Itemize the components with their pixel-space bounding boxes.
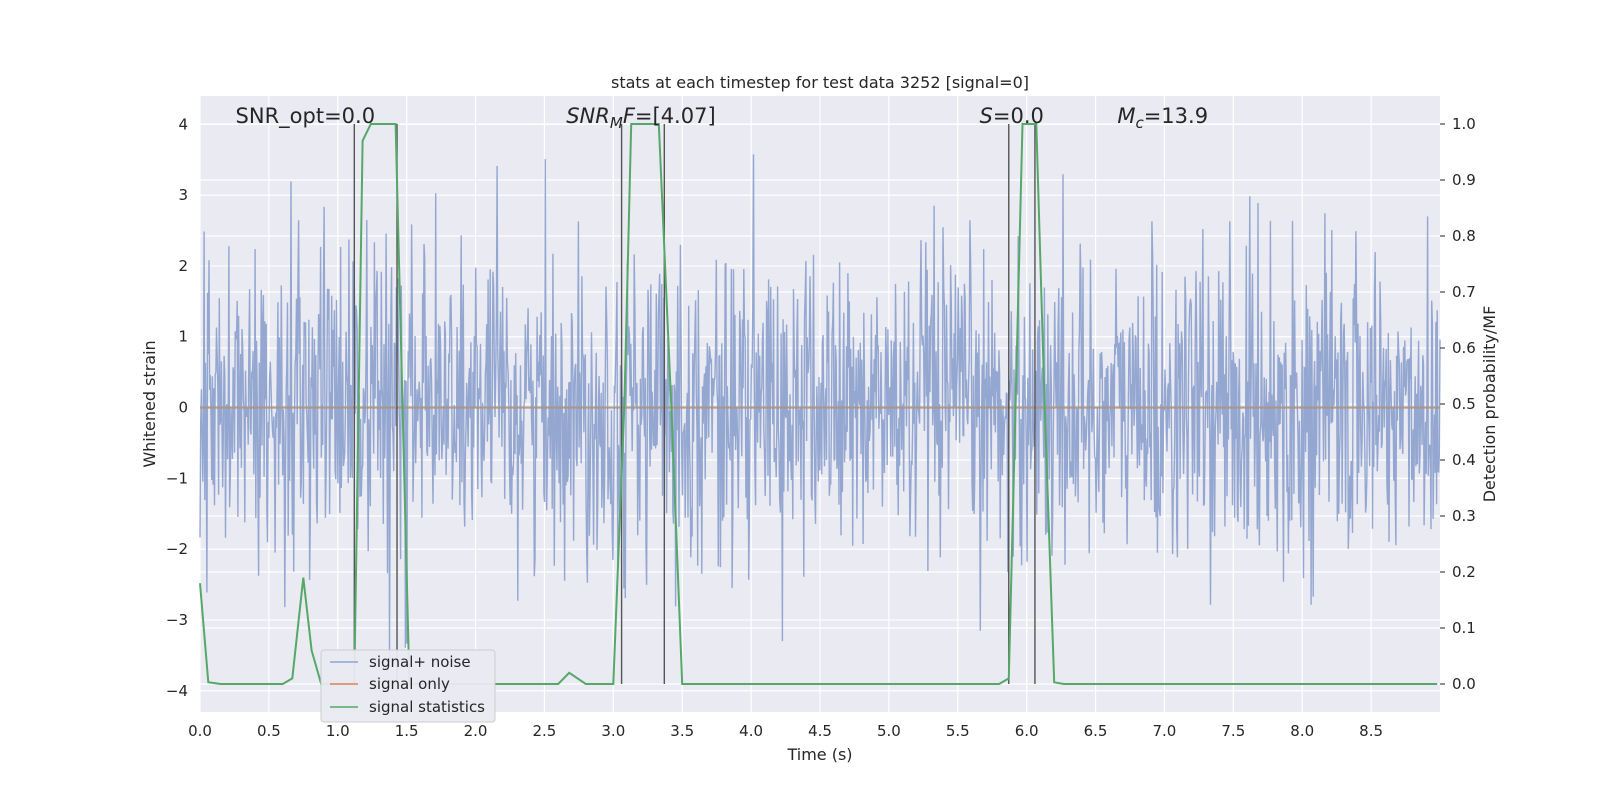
x-tick-labels: 0.0 0.5 1.0 1.5 2.0 2.5 3.0 3.5 4.0 4.5 5.0 5.5 6.0 6… xyxy=(188,722,1383,740)
y2-tick-label: 0.5 xyxy=(1452,395,1476,413)
y2-tick-label: 0.0 xyxy=(1452,675,1476,693)
y-tick-label: 4 xyxy=(178,115,188,133)
annotations: SNR_opt=0.0 SNRMF=[4.07] S=0.0 Mc=13.9 xyxy=(236,104,1209,132)
y2-tick-label: 0.9 xyxy=(1452,171,1476,189)
y-tick-labels: 4 3 2 1 0 −1 −2 −3 −4 xyxy=(166,115,188,699)
legend-label-statistics: signal statistics xyxy=(369,698,485,716)
y-tick-label: 2 xyxy=(178,257,188,275)
statistics-line xyxy=(199,123,1438,685)
y-axis-label: Whitened strain xyxy=(140,340,159,467)
x-tick-label: 7.0 xyxy=(1153,722,1177,740)
x-tick-label: 8.5 xyxy=(1359,722,1383,740)
legend-label-signal-only: signal only xyxy=(369,675,450,693)
annotation-1: SNRMF=[4.07] xyxy=(566,104,715,132)
y2-tick-label: 0.4 xyxy=(1452,451,1476,469)
legend-label-noise: signal+ noise xyxy=(369,653,471,671)
x-tick-label: 3.5 xyxy=(670,722,694,740)
y2-tick-labels: 1.0 0.9 0.8 0.7 0.6 0.5 0.4 0.3 0.2 0.1 0.0 xyxy=(1440,115,1476,693)
x-tick-label: 2.5 xyxy=(533,722,557,740)
y-tick-label: −1 xyxy=(166,469,188,487)
x-tick-label: 6.5 xyxy=(1084,722,1108,740)
x-tick-label: 1.0 xyxy=(326,722,350,740)
y-tick-label: −4 xyxy=(166,682,188,700)
y2-tick-label: 0.6 xyxy=(1452,339,1476,357)
y-tick-label: −2 xyxy=(166,540,188,558)
y2-tick-label: 0.1 xyxy=(1452,619,1476,637)
x-tick-label: 2.0 xyxy=(464,722,488,740)
y2-axis-label: Detection probability/MF xyxy=(1480,306,1499,503)
x-tick-label: 5.5 xyxy=(946,722,970,740)
legend: signal+ noise signal only signal statist… xyxy=(320,649,496,723)
x-tick-label: 7.5 xyxy=(1221,722,1245,740)
x-tick-label: 4.0 xyxy=(739,722,763,740)
grid-lines xyxy=(199,96,1440,712)
y2-tick-label: 0.8 xyxy=(1452,227,1476,245)
y-tick-label: 0 xyxy=(178,399,188,417)
y-tick-label: −3 xyxy=(166,611,188,629)
x-tick-label: 0.0 xyxy=(188,722,212,740)
y2-tick-label: 0.2 xyxy=(1452,563,1476,581)
legend-box xyxy=(320,649,496,723)
x-tick-label: 6.0 xyxy=(1015,722,1039,740)
y-tick-label: 3 xyxy=(178,186,188,204)
annotation-2: S=0.0 xyxy=(980,104,1044,128)
chart-title: stats at each timestep for test data 325… xyxy=(611,73,1029,92)
y2-tick-label: 1.0 xyxy=(1452,115,1476,133)
x-tick-label: 1.5 xyxy=(395,722,419,740)
x-tick-label: 5.0 xyxy=(877,722,901,740)
y-tick-label: 1 xyxy=(178,328,188,346)
annotation-0: SNR_opt=0.0 xyxy=(236,104,376,129)
y2-tick-label: 0.7 xyxy=(1452,283,1476,301)
x-axis-label: Time (s) xyxy=(786,745,852,764)
x-tick-label: 8.0 xyxy=(1290,722,1314,740)
signal-statistics-series xyxy=(199,123,1438,685)
x-tick-label: 0.5 xyxy=(257,722,281,740)
y2-tick-label: 0.3 xyxy=(1452,507,1476,525)
x-tick-label: 4.5 xyxy=(808,722,832,740)
annotation-3: Mc=13.9 xyxy=(1117,104,1208,132)
x-tick-label: 3.0 xyxy=(601,722,625,740)
